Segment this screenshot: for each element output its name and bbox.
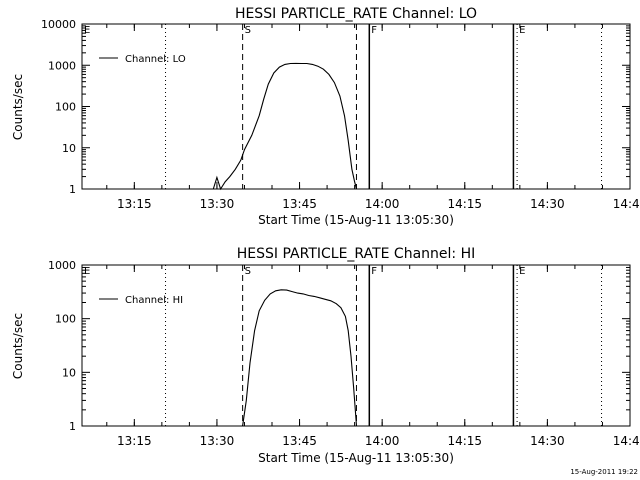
y-tick-label: 100 [55,101,76,114]
x-tick-label: 13:45 [282,434,317,448]
x-tick-label: 13:45 [282,197,317,211]
y-tick-label: 100 [55,313,76,326]
chart-panel-lo: HESSI PARTICLE_RATE Channel: LO 1 10 100 100… [11,6,640,227]
chart-title: HESSI PARTICLE_RATE Channel: HI [237,246,475,262]
chart-title: HESSI PARTICLE_RATE Channel: LO [235,6,477,22]
x-axis-label: Start Time (15-Aug-11 13:05:30) [258,451,454,465]
footer-timestamp: 15-Aug-2011 19:22 [570,468,638,476]
legend-label: Channel: LO [125,54,186,65]
chart-panel-hi: HESSI PARTICLE_RATE Channel: HI 1 10 100 100… [11,246,640,465]
y-tick-label: 1000 [48,259,76,272]
marker-label: F [371,25,377,36]
x-tick-label: 13:15 [117,434,152,448]
x-tick-label: 14:30 [530,434,565,448]
x-tick-label: 14:45 [613,434,640,448]
x-tick-label: 14:15 [447,197,482,211]
y-axis-label: Counts/sec [11,313,25,379]
x-tick-label: 13:30 [200,197,235,211]
x-tick-label: 13:15 [117,197,152,211]
x-tick-label: 14:45 [613,197,640,211]
y-tick-label: 1 [69,183,76,196]
marker-label: E [519,266,525,277]
corner-mark: E [84,266,90,277]
corner-mark: E [84,25,90,36]
y-axis-label: Counts/sec [11,74,25,140]
y-tick-label: 10000 [41,18,76,31]
y-tick-label: 10 [62,142,76,155]
x-axis-label: Start Time (15-Aug-11 13:05:30) [258,213,454,227]
x-tick-label: 14:30 [530,197,565,211]
y-tick-label: 1000 [48,59,76,72]
marker-label: S [245,25,251,36]
series-line-lo [212,62,358,191]
x-tick-label: 13:30 [200,434,235,448]
y-tick-label: 1 [69,420,76,433]
legend-label: Channel: HI [125,295,183,306]
marker-label: E [519,25,525,36]
series-line-hi [242,289,358,427]
y-tick-label: 10 [62,366,76,379]
x-tick-label: 14:00 [365,197,400,211]
x-tick-label: 14:15 [447,434,482,448]
marker-label: F [371,266,377,277]
x-tick-label: 14:00 [365,434,400,448]
marker-label: S [245,266,251,277]
